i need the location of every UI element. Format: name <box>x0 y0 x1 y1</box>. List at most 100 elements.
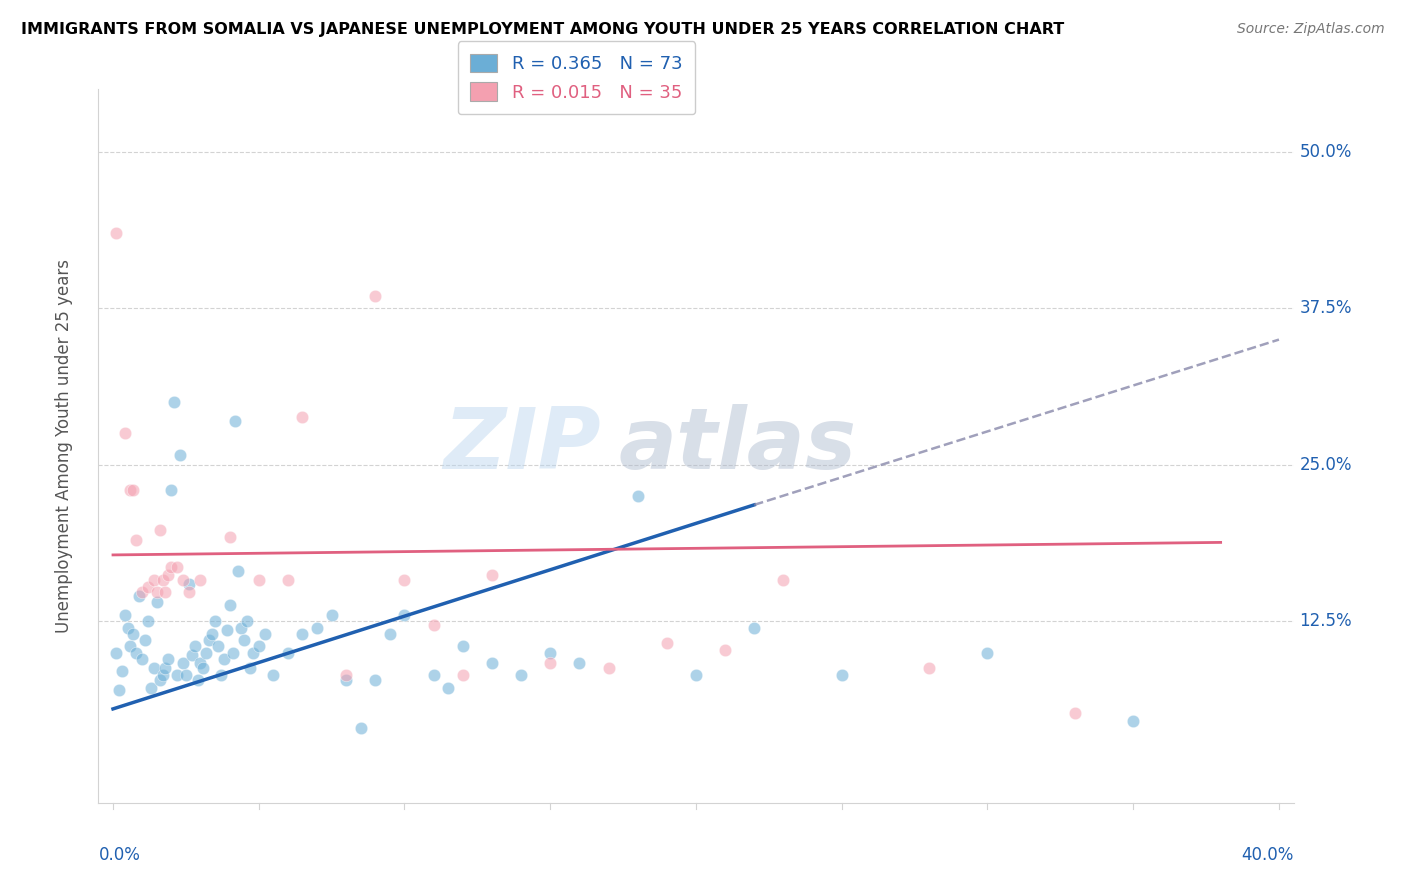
Text: atlas: atlas <box>619 404 856 488</box>
Point <box>218 598 240 612</box>
Point <box>510 668 533 682</box>
Point <box>190 656 212 670</box>
Point <box>157 652 180 666</box>
Point <box>224 414 246 428</box>
Point <box>152 668 174 682</box>
Point <box>253 627 276 641</box>
Point <box>157 568 180 582</box>
Point <box>160 483 183 497</box>
Text: 12.5%: 12.5% <box>1299 612 1353 631</box>
Point <box>169 448 191 462</box>
Point <box>120 640 142 654</box>
Point <box>685 668 707 682</box>
Point <box>350 721 373 735</box>
Point <box>128 589 150 603</box>
Point <box>305 621 328 635</box>
Point <box>149 523 172 537</box>
Point <box>166 668 188 682</box>
Point <box>335 673 357 687</box>
Point <box>114 426 136 441</box>
Point <box>152 573 174 587</box>
Point <box>209 668 232 682</box>
Point <box>291 627 314 641</box>
Point <box>262 668 284 682</box>
Text: 25.0%: 25.0% <box>1299 456 1353 474</box>
Point <box>976 646 998 660</box>
Point <box>422 618 444 632</box>
Text: ZIP: ZIP <box>443 404 600 488</box>
Point <box>177 585 200 599</box>
Point <box>160 560 183 574</box>
Point <box>538 656 561 670</box>
Text: 37.5%: 37.5% <box>1299 300 1353 318</box>
Point <box>117 621 139 635</box>
Point <box>1064 706 1087 720</box>
Point <box>172 656 194 670</box>
Point <box>714 643 737 657</box>
Point <box>221 646 243 660</box>
Point <box>918 660 941 674</box>
Point <box>142 660 165 674</box>
Point <box>180 648 202 662</box>
Point <box>142 573 165 587</box>
Point <box>212 652 235 666</box>
Point <box>231 621 253 635</box>
Point <box>198 633 221 648</box>
Point <box>204 614 226 628</box>
Point <box>236 614 259 628</box>
Point <box>104 226 127 240</box>
Point <box>247 640 270 654</box>
Point <box>233 633 256 648</box>
Point <box>177 576 200 591</box>
Point <box>247 573 270 587</box>
Point <box>134 633 156 648</box>
Point <box>831 668 853 682</box>
Point <box>772 573 794 587</box>
Point <box>321 607 343 622</box>
Point <box>174 668 197 682</box>
Point <box>437 681 460 695</box>
Point <box>139 681 162 695</box>
Text: 40.0%: 40.0% <box>1241 846 1294 863</box>
Point <box>163 395 186 409</box>
Point <box>655 635 678 649</box>
Point <box>218 530 240 544</box>
Point <box>451 640 474 654</box>
Point <box>1122 714 1144 729</box>
Point <box>364 289 387 303</box>
Y-axis label: Unemployment Among Youth under 25 years: Unemployment Among Youth under 25 years <box>55 259 73 633</box>
Point <box>201 627 224 641</box>
Point <box>481 656 503 670</box>
Point <box>239 660 262 674</box>
Point <box>378 627 401 641</box>
Point <box>136 581 159 595</box>
Point <box>242 646 264 660</box>
Point <box>228 564 250 578</box>
Point <box>186 673 208 687</box>
Point <box>145 585 167 599</box>
Point <box>335 668 357 682</box>
Point <box>183 640 205 654</box>
Point <box>598 660 620 674</box>
Text: 0.0%: 0.0% <box>98 846 141 863</box>
Point <box>277 646 299 660</box>
Point <box>131 585 153 599</box>
Point <box>155 660 177 674</box>
Point <box>195 646 218 660</box>
Point <box>277 573 299 587</box>
Point <box>394 573 416 587</box>
Point <box>481 568 503 582</box>
Point <box>568 656 591 670</box>
Point <box>108 683 131 698</box>
Point <box>131 652 153 666</box>
Point <box>364 673 387 687</box>
Text: Source: ZipAtlas.com: Source: ZipAtlas.com <box>1237 22 1385 37</box>
Point <box>627 489 650 503</box>
Point <box>742 621 765 635</box>
Point <box>193 660 215 674</box>
Point <box>394 607 416 622</box>
Point <box>422 668 444 682</box>
Point <box>291 410 314 425</box>
Point <box>172 573 194 587</box>
Point <box>166 560 188 574</box>
